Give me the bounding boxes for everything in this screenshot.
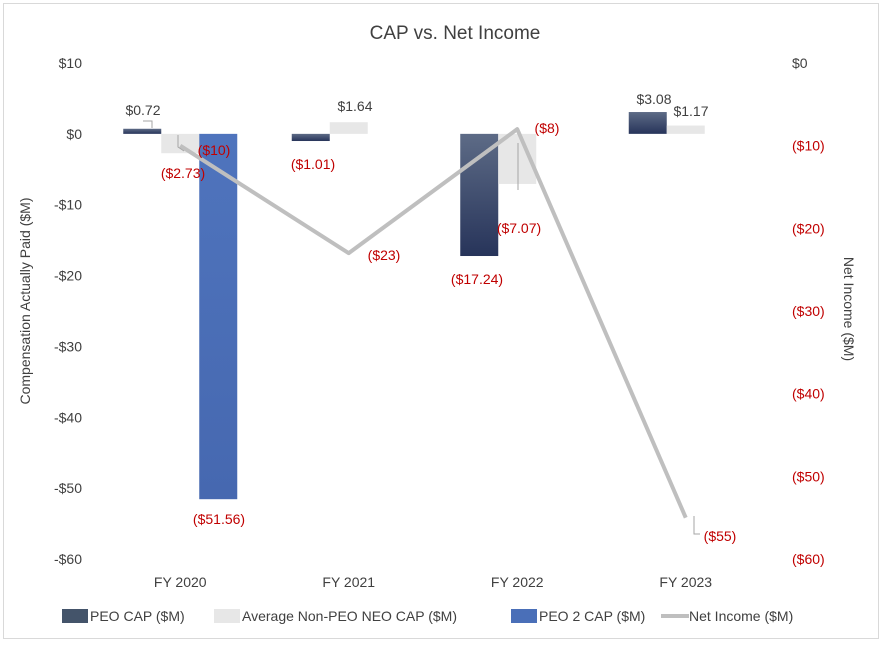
chart-title: CAP vs. Net Income (370, 23, 541, 44)
data-label-peo-cap: ($1.01) (291, 156, 335, 172)
data-label-net-income: ($23) (368, 247, 401, 263)
y2-tick-label: ($20) (792, 220, 825, 236)
y-tick-label: -$10 (54, 197, 82, 213)
data-label-peo-cap: $0.72 (125, 102, 160, 118)
data-label-peo2-cap: ($51.56) (193, 511, 245, 527)
y2-tick-label: $0 (792, 55, 808, 71)
legend-label: PEO CAP ($M) (90, 608, 185, 624)
y-tick-label: -$30 (54, 338, 82, 354)
x-tick-label: FY 2023 (659, 574, 712, 590)
data-label-neo-cap: $1.64 (337, 98, 372, 114)
bar-peo-cap-m (291, 133, 330, 142)
y-axis-title: Compensation Actually Paid ($M) (17, 198, 33, 405)
y-tick-label: -$50 (54, 480, 82, 496)
chart-frame (3, 3, 879, 639)
legend-label: PEO 2 CAP ($M) (539, 608, 645, 624)
data-label-peo-cap: ($17.24) (451, 271, 503, 287)
y-tick-label: -$20 (54, 268, 82, 284)
data-label-net-income: ($10) (198, 142, 231, 158)
leader-line (177, 135, 185, 152)
y2-tick-label: ($50) (792, 468, 825, 484)
y2-tick-label: ($40) (792, 386, 825, 402)
legend-label: Net Income ($M) (689, 608, 793, 624)
bar-peo-cap-m (628, 112, 667, 134)
y2-tick-label: ($10) (792, 138, 825, 154)
net-income-line (179, 127, 688, 519)
x-tick-label: FY 2020 (154, 574, 207, 590)
bar-average-non-peo-neo-cap-m (329, 122, 368, 134)
bar-peo-cap-m (460, 133, 499, 257)
y2-tick-label: ($60) (792, 551, 825, 567)
y2-tick-label: ($30) (792, 303, 825, 319)
bar-average-non-peo-neo-cap-m (666, 125, 705, 134)
data-label-neo-cap: $1.17 (673, 103, 708, 119)
legend-label: Average Non-PEO NEO CAP ($M) (242, 608, 457, 624)
x-tick-label: FY 2021 (322, 574, 375, 590)
leader-line (693, 516, 700, 535)
legend-swatch (511, 609, 537, 623)
y2-axis-title: Net Income ($M) (841, 257, 857, 361)
data-label-net-income: ($55) (704, 528, 737, 544)
legend-swatch (62, 609, 88, 623)
leader-line (143, 120, 153, 128)
legend-swatch (214, 609, 240, 623)
y-tick-label: -$40 (54, 409, 82, 425)
y-tick-label: -$60 (54, 551, 82, 567)
bar-peo-cap-m (123, 128, 162, 134)
bar-peo-2-cap-m (199, 133, 238, 500)
data-label-net-income: ($8) (535, 120, 560, 136)
x-tick-label: FY 2022 (491, 574, 544, 590)
bar-average-non-peo-neo-cap-m (161, 133, 200, 154)
data-label-peo-cap: $3.08 (636, 91, 671, 107)
data-label-neo-cap: ($7.07) (497, 220, 541, 236)
y-tick-label: $10 (59, 55, 83, 71)
data-label-neo-cap: ($2.73) (161, 165, 205, 181)
y-tick-label: $0 (66, 126, 82, 142)
